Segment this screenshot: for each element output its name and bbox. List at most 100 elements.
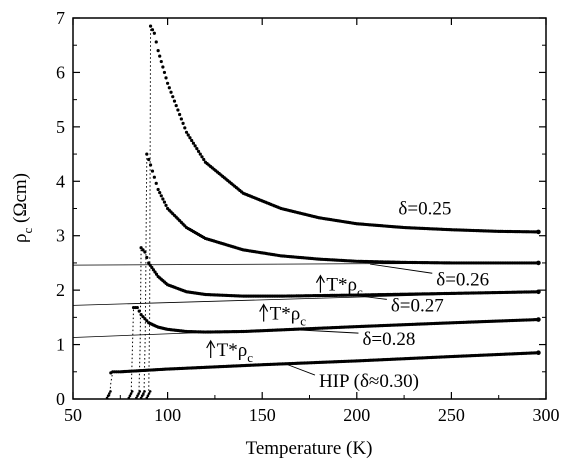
series-0-point bbox=[154, 40, 158, 44]
transition-point-1-0 bbox=[139, 396, 143, 400]
series-0-point bbox=[152, 31, 156, 35]
transition-path-1 bbox=[140, 154, 148, 399]
transition-point-0-3 bbox=[148, 390, 152, 393]
tstar-annotation-0: T*ρc bbox=[315, 274, 363, 300]
series-group bbox=[109, 24, 541, 375]
transition-point-2-0 bbox=[135, 396, 138, 400]
x-tick-label: 250 bbox=[438, 405, 465, 425]
transition-point-2-3 bbox=[138, 390, 142, 393]
series-0-point bbox=[158, 54, 162, 58]
series-2-point bbox=[143, 250, 147, 254]
transition-4 bbox=[105, 371, 114, 400]
transition-2 bbox=[135, 247, 142, 400]
tstar-label: T*ρc bbox=[326, 275, 363, 300]
tstar-arrowhead-icon bbox=[315, 274, 325, 283]
transition-0 bbox=[145, 26, 152, 400]
curve-label-2: δ=0.27 bbox=[391, 295, 444, 316]
series-1 bbox=[145, 152, 541, 266]
plot-frame bbox=[72, 17, 547, 400]
y-axis-title-symbol: ρ bbox=[10, 234, 31, 243]
transition-point-3-2 bbox=[129, 392, 133, 395]
series-0-point bbox=[188, 136, 192, 140]
series-3-point bbox=[143, 317, 147, 321]
transition-point-3-3 bbox=[130, 390, 134, 393]
annotations: δ=0.25 δ=0.26 δ=0.27 δ=0.28 HIP (δ≈0.30) T*ρc… bbox=[206, 199, 489, 392]
series-2-point bbox=[150, 265, 154, 270]
tstar-arrowhead-icon bbox=[206, 339, 216, 349]
series-3-point bbox=[141, 315, 145, 319]
series-1-point bbox=[152, 175, 156, 179]
series-2-point bbox=[148, 263, 152, 267]
series-3-point bbox=[139, 313, 143, 317]
curve-label-3: δ=0.28 bbox=[362, 329, 415, 350]
transition-1 bbox=[139, 154, 148, 400]
series-4 bbox=[109, 350, 541, 375]
series-2-point bbox=[141, 248, 145, 252]
series-1-point bbox=[148, 163, 153, 167]
series-0-point bbox=[176, 108, 180, 112]
series-1-point bbox=[158, 191, 162, 195]
x-tick-label: 200 bbox=[343, 405, 370, 425]
transition-point-1-3 bbox=[143, 390, 146, 393]
series-3-endpoint bbox=[536, 317, 541, 322]
series-3 bbox=[131, 305, 541, 334]
transition-point-4-2 bbox=[108, 392, 111, 395]
series-2-point bbox=[147, 261, 151, 265]
series-2 bbox=[139, 246, 541, 298]
y-tick-label: 1 bbox=[56, 335, 65, 355]
series-0-point bbox=[159, 59, 163, 64]
y-tick-label: 2 bbox=[56, 280, 65, 300]
series-0-point bbox=[181, 121, 185, 125]
x-tick-label: 50 bbox=[64, 405, 82, 425]
transition-point-0-1 bbox=[146, 394, 150, 398]
curve-label-leader-2 bbox=[356, 295, 387, 300]
series-1-point bbox=[147, 157, 151, 162]
curve-label-0: δ=0.25 bbox=[398, 199, 451, 220]
series-0-point bbox=[198, 152, 202, 156]
transition-lines bbox=[105, 26, 152, 400]
series-0-point bbox=[202, 157, 206, 162]
transition-point-1-2 bbox=[142, 392, 145, 395]
tstar-label: T*ρc bbox=[217, 340, 254, 365]
series-4-endpoint bbox=[536, 350, 541, 356]
series-3-point bbox=[135, 305, 139, 310]
x-tick-label: 150 bbox=[249, 405, 276, 425]
curve-label-leader-4 bbox=[284, 363, 316, 376]
y-axis-title: ρc (Ωcm) bbox=[10, 173, 35, 243]
curve-label-leader-1 bbox=[369, 263, 433, 274]
curve-label-leader-3 bbox=[298, 329, 359, 334]
y-tick-label: 5 bbox=[56, 117, 65, 137]
tstar-label: T*ρc bbox=[270, 304, 307, 329]
y-tick-label: 7 bbox=[56, 8, 65, 28]
series-0-point bbox=[196, 149, 201, 153]
series-0 bbox=[148, 24, 541, 235]
x-axis-title: Temperature (K) bbox=[246, 438, 373, 459]
series-0-point bbox=[161, 65, 165, 69]
transition-path-0 bbox=[146, 26, 152, 399]
x-tick-label: 300 bbox=[533, 405, 560, 425]
y-tick-label: 6 bbox=[56, 62, 65, 82]
series-0-point bbox=[167, 86, 171, 90]
series-1-point bbox=[156, 187, 160, 192]
series-1-point bbox=[164, 203, 168, 207]
series-0-endpoint bbox=[536, 229, 541, 235]
y-axis-title-sub: c bbox=[20, 228, 35, 234]
y-tick-label: 0 bbox=[56, 389, 65, 409]
y-tick-label: 3 bbox=[56, 226, 65, 246]
tstar-annotation-2: T*ρc bbox=[206, 339, 254, 365]
series-1-point bbox=[162, 200, 167, 204]
transition-point-2-1 bbox=[136, 394, 139, 398]
transition-point-1-1 bbox=[140, 394, 144, 398]
series-0-point bbox=[178, 112, 182, 117]
transition-point-2-2 bbox=[137, 392, 140, 395]
series-0-point bbox=[179, 117, 183, 121]
transition-point-4-3 bbox=[109, 390, 112, 393]
series-0-point bbox=[172, 99, 177, 103]
transition-point-4-0 bbox=[105, 396, 109, 400]
series-3-point bbox=[137, 309, 141, 313]
series-0-point bbox=[190, 138, 194, 143]
series-0-point bbox=[148, 24, 153, 28]
series-0-point bbox=[169, 90, 173, 94]
series-0-point bbox=[162, 70, 167, 75]
